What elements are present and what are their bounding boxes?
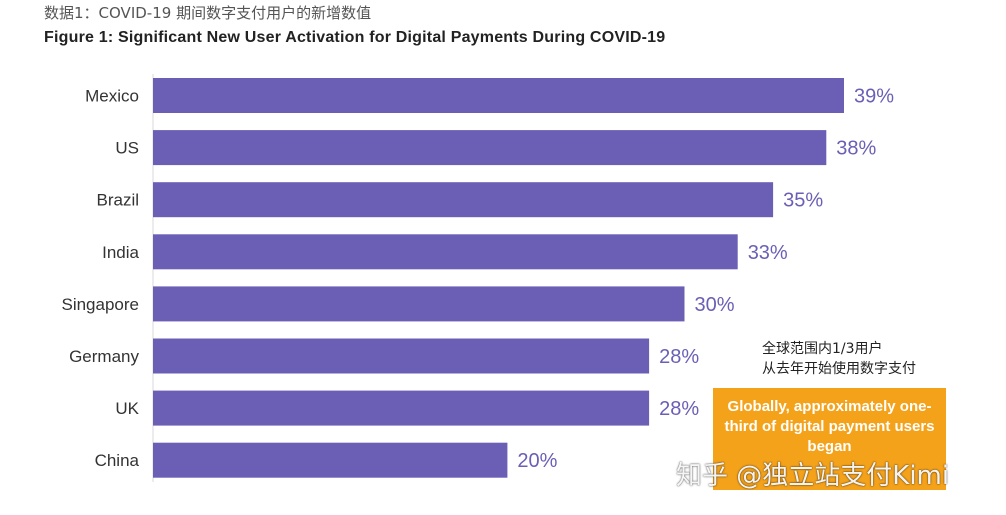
chart-title: Figure 1: Significant New User Activatio… — [44, 29, 666, 46]
category-label-brazil: Brazil — [96, 191, 139, 210]
value-label-china: 20% — [517, 450, 557, 472]
category-label-us: US — [115, 139, 139, 158]
annotation-note-cn: 全球范围内1/3用户 从去年开始使用数字支付 — [762, 339, 916, 379]
bar-uk — [153, 390, 650, 426]
annotation-note-line2: 从去年开始使用数字支付 — [762, 361, 916, 377]
category-label-india: India — [102, 243, 139, 262]
bar-germany — [153, 338, 650, 374]
bar-us — [153, 130, 827, 166]
category-label-china: China — [95, 451, 140, 470]
bar-china — [153, 442, 508, 478]
watermark-text: 知乎 @独立站支付Kimi — [676, 461, 950, 491]
category-label-mexico: Mexico — [85, 87, 139, 106]
value-label-uk: 28% — [659, 398, 699, 420]
value-label-mexico: 39% — [854, 86, 894, 108]
value-label-india: 33% — [748, 242, 788, 264]
category-label-singapore: Singapore — [61, 295, 139, 314]
bar-india — [153, 234, 738, 270]
callout-text: Globally, approximately one-third of dig… — [724, 398, 935, 455]
caption-cn: 数据1：COVID-19 期间数字支付用户的新增数值 — [44, 4, 372, 22]
bar-brazil — [153, 182, 774, 218]
value-label-brazil: 35% — [783, 190, 823, 212]
category-label-uk: UK — [115, 399, 139, 418]
annotation-note-line1: 全球范围内1/3用户 — [762, 341, 883, 357]
value-label-us: 38% — [836, 138, 876, 160]
bar-mexico — [153, 78, 844, 113]
highlight-callout-box: Globally, approximately one-third of dig… — [713, 388, 946, 490]
value-label-germany: 28% — [659, 346, 699, 368]
bar-singapore — [153, 286, 685, 322]
category-label-germany: Germany — [69, 347, 139, 366]
value-label-singapore: 30% — [695, 294, 735, 316]
